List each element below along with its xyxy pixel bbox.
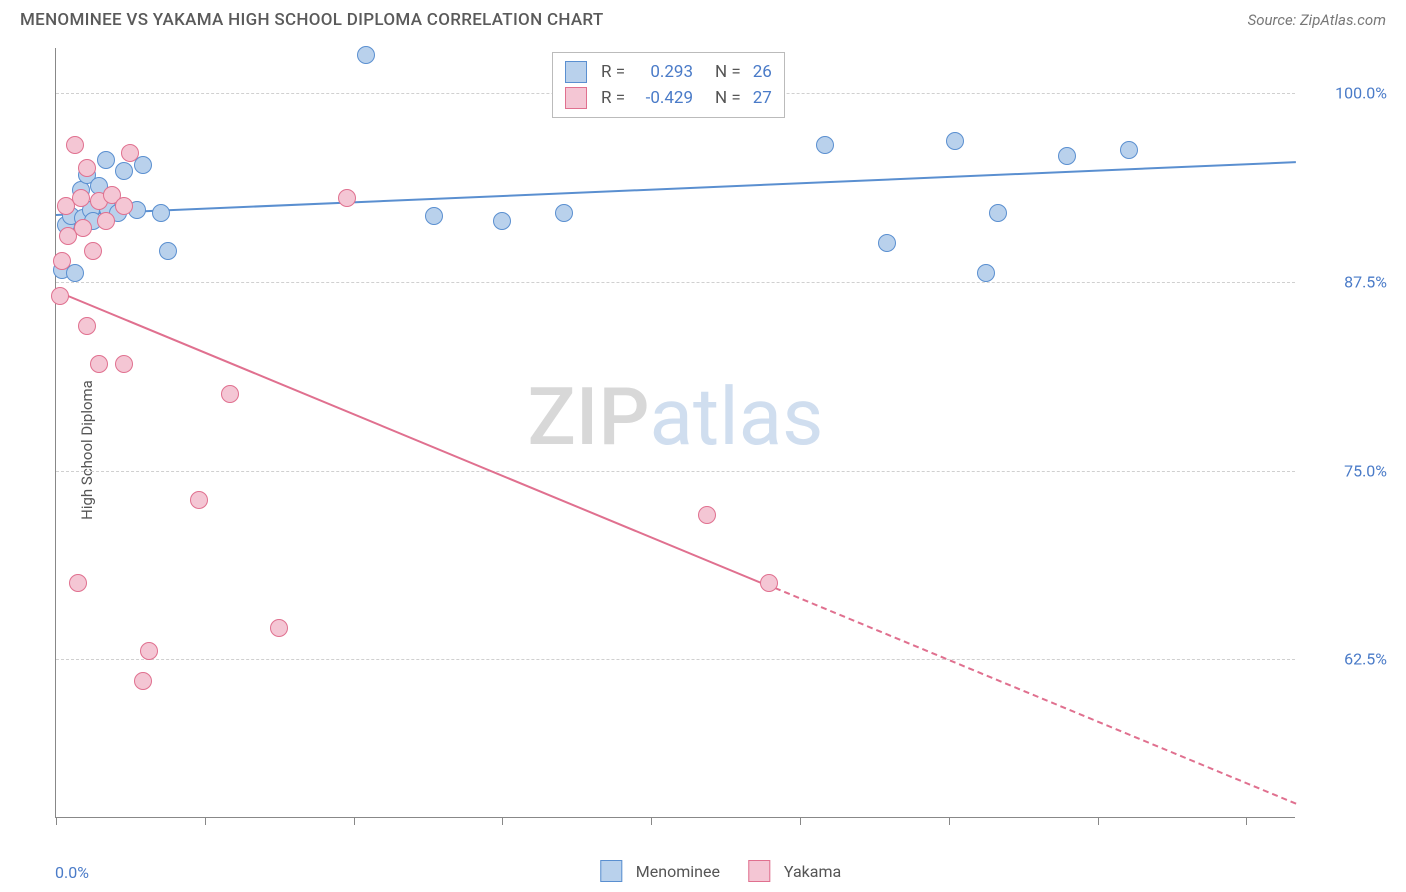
scatter-point (90, 355, 108, 373)
r-value: -0.429 (633, 85, 693, 111)
n-label: N = (715, 59, 741, 85)
scatter-point (152, 204, 170, 222)
x-tick (56, 817, 57, 825)
scatter-point (78, 317, 96, 335)
x-tick (651, 817, 652, 825)
scatter-point (121, 144, 139, 162)
regression-line (56, 290, 776, 590)
watermark: ZIPatlas (528, 370, 824, 464)
scatter-point (816, 136, 834, 154)
scatter-point (115, 355, 133, 373)
scatter-point (878, 234, 896, 252)
x-tick (502, 817, 503, 825)
scatter-point (72, 189, 90, 207)
scatter-point (946, 132, 964, 150)
legend-stats: R = 0.293 N = 26 R = -0.429 N = 27 (552, 52, 785, 118)
r-value: 0.293 (633, 59, 693, 85)
legend-swatch (565, 61, 587, 83)
scatter-point (78, 159, 96, 177)
chart-title: MENOMINEE VS YAKAMA HIGH SCHOOL DIPLOMA … (20, 10, 604, 30)
y-tick-label: 100.0% (1335, 84, 1387, 103)
gridline (56, 471, 1295, 472)
scatter-point (338, 189, 356, 207)
scatter-point (357, 46, 375, 64)
scatter-point (977, 264, 995, 282)
scatter-point (1120, 141, 1138, 159)
legend-stat-row: R = 0.293 N = 26 (565, 59, 772, 85)
scatter-point (493, 212, 511, 230)
r-label: R = (601, 85, 625, 111)
x-tick (354, 817, 355, 825)
legend-item: Yakama (748, 860, 841, 882)
scatter-point (1058, 147, 1076, 165)
plot-area: ZIPatlas 62.5%75.0%87.5%100.0%R =0.293N … (55, 48, 1295, 818)
legend-bottom: Menominee Yakama (600, 860, 841, 882)
scatter-point (69, 574, 87, 592)
x-tick (800, 817, 801, 825)
scatter-point (221, 385, 239, 403)
scatter-point (74, 219, 92, 237)
watermark-rest: atlas (650, 370, 824, 464)
scatter-point (84, 242, 102, 260)
scatter-point (425, 207, 443, 225)
scatter-point (698, 506, 716, 524)
x-tick (205, 817, 206, 825)
scatter-point (140, 642, 158, 660)
y-tick-label: 75.0% (1344, 461, 1387, 480)
scatter-point (134, 672, 152, 690)
scatter-point (989, 204, 1007, 222)
scatter-point (53, 252, 71, 270)
n-value: 26 (753, 59, 772, 85)
gridline (56, 282, 1295, 283)
chart-source: Source: ZipAtlas.com (1248, 11, 1386, 29)
legend-swatch (565, 87, 587, 109)
scatter-point (190, 491, 208, 509)
n-value: 27 (753, 85, 772, 111)
x-axis-min-label: 0.0% (55, 863, 89, 882)
legend-label: Yakama (784, 862, 841, 881)
scatter-point (97, 212, 115, 230)
scatter-point (115, 162, 133, 180)
x-tick (1098, 817, 1099, 825)
gridline (56, 659, 1295, 660)
legend-swatch (748, 860, 770, 882)
y-tick-label: 87.5% (1344, 273, 1387, 292)
x-tick (949, 817, 950, 825)
regression-line (56, 161, 1296, 216)
scatter-point (97, 151, 115, 169)
scatter-point (51, 287, 69, 305)
chart-header: MENOMINEE VS YAKAMA HIGH SCHOOL DIPLOMA … (0, 0, 1406, 36)
legend-swatch (600, 860, 622, 882)
scatter-point (555, 204, 573, 222)
r-label: R = (601, 59, 625, 85)
chart-area: High School Diploma ZIPatlas 62.5%75.0%8… (55, 48, 1386, 852)
scatter-point (66, 136, 84, 154)
scatter-point (115, 197, 133, 215)
x-tick (1246, 817, 1247, 825)
legend-label: Menominee (636, 862, 720, 881)
n-label: N = (715, 85, 741, 111)
y-tick-label: 62.5% (1344, 650, 1387, 669)
regression-line (775, 587, 1297, 804)
watermark-bold: ZIP (528, 370, 650, 464)
scatter-point (270, 619, 288, 637)
scatter-point (159, 242, 177, 260)
scatter-point (760, 574, 778, 592)
legend-stat-row: R = -0.429 N = 27 (565, 85, 772, 111)
legend-item: Menominee (600, 860, 720, 882)
